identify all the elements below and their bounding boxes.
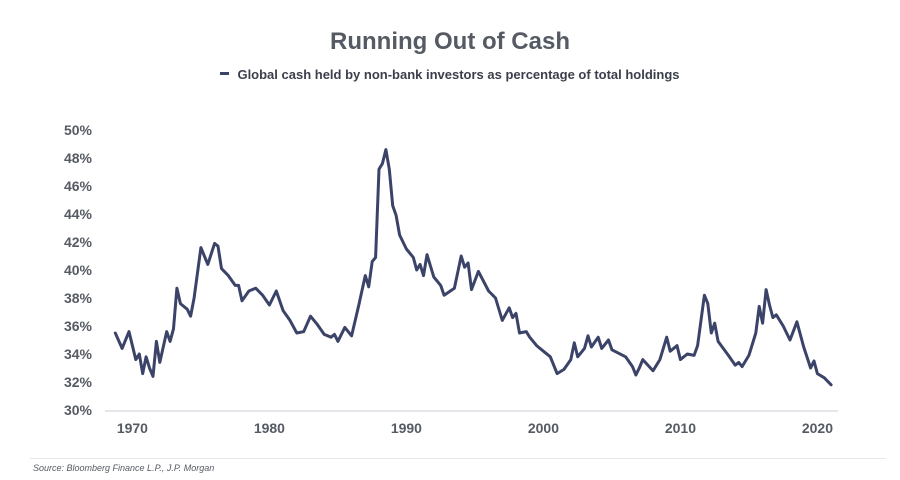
x-tick-label: 2020: [802, 420, 833, 436]
x-axis: 1970 1980 1990 2000 2010 2020: [105, 410, 838, 436]
y-tick-label: 40%: [64, 262, 93, 278]
y-tick-label: 38%: [64, 290, 93, 306]
y-tick-label: 50%: [64, 122, 93, 138]
y-tick-label: 42%: [64, 234, 93, 250]
x-tick-label: 2000: [528, 420, 559, 436]
chart-legend: Global cash held by non-bank investors a…: [0, 67, 900, 82]
legend-swatch: [220, 72, 230, 76]
y-tick-label: 46%: [64, 178, 93, 194]
x-tick-label: 1980: [254, 420, 285, 436]
y-tick-label: 30%: [64, 402, 93, 418]
x-tick-label: 1990: [391, 420, 422, 436]
chart-title: Running Out of Cash: [330, 28, 570, 55]
y-tick-label: 48%: [64, 150, 93, 166]
x-tick-label: 1970: [117, 420, 148, 436]
footer-divider: [30, 458, 886, 459]
y-tick-label: 44%: [64, 206, 93, 222]
series-line: [113, 148, 833, 387]
y-axis: 30% 32% 34% 36% 38% 40% 42% 44% 46% 48% 50%: [64, 122, 93, 418]
source-note: Source: Bloomberg Finance L.P., J.P. Mor…: [33, 463, 215, 473]
y-tick-label: 34%: [64, 346, 93, 362]
y-tick-label: 36%: [64, 318, 93, 334]
y-tick-label: 32%: [64, 374, 93, 390]
x-tick-label: 2010: [665, 420, 696, 436]
plot-area: [113, 148, 833, 387]
legend-label: Global cash held by non-bank investors a…: [237, 67, 680, 82]
